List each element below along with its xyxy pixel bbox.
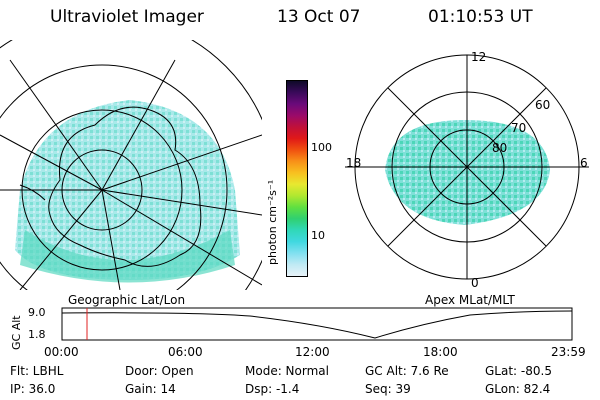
- uv-emission-band: [20, 230, 235, 283]
- colorbar: [286, 80, 308, 277]
- altitude-ytick-low: 1.8: [28, 328, 46, 341]
- xtick-1200: 12:00: [295, 345, 330, 359]
- left-map-caption: Geographic Lat/Lon: [68, 293, 186, 307]
- mlt-label-18: 18: [346, 156, 361, 170]
- colorbar-tick-100: 100: [311, 141, 332, 154]
- xtick-1800: 18:00: [423, 345, 458, 359]
- antarctica-outline: [48, 106, 202, 267]
- svg-text:photon cm⁻²s⁻¹: photon cm⁻²s⁻¹: [266, 180, 279, 265]
- status-seq: Seq: 39: [365, 382, 411, 396]
- altitude-curve: [61, 310, 573, 339]
- status-door: Door: Open: [125, 364, 194, 378]
- instrument-title: Ultraviolet Imager: [50, 7, 204, 27]
- right-map-caption: Apex MLat/MLT: [425, 293, 515, 307]
- colorbar-tick-10: 10: [311, 229, 325, 242]
- status-dsp: Dsp: -1.4: [245, 382, 300, 396]
- mlt-label-6: 6: [580, 156, 588, 170]
- altitude-ylabel: GC Alt: [10, 315, 23, 350]
- status-mode: Mode: Normal: [245, 364, 329, 378]
- mlt-label-0: 0: [471, 276, 479, 290]
- mlt-label-12: 12: [471, 50, 486, 64]
- xtick-0000: 00:00: [44, 345, 79, 359]
- magnetic-map: 12 18 6 0 60 70 80: [345, 50, 589, 290]
- date-label: 13 Oct 07: [277, 7, 361, 27]
- status-filter: Flt: LBHL: [10, 364, 64, 378]
- altitude-plot-frame: [61, 307, 573, 341]
- lat-label-80: 80: [492, 141, 507, 155]
- xtick-2359: 23:59: [551, 345, 586, 359]
- status-ip: IP: 36.0: [10, 382, 56, 396]
- status-glon: GLon: 82.4: [485, 382, 551, 396]
- status-gain: Gain: 14: [125, 382, 176, 396]
- xtick-0600: 06:00: [168, 345, 203, 359]
- auroral-emission: [15, 100, 240, 280]
- altitude-ytick-high: 9.0: [28, 306, 46, 319]
- lat-label-70: 70: [511, 121, 526, 135]
- time-label: 01:10:53 UT: [428, 7, 533, 27]
- lat-label-60: 60: [535, 98, 550, 112]
- colorbar-unit-label: photon cm⁻²s⁻¹: [266, 180, 279, 265]
- status-gc-alt: GC Alt: 7.6 Re: [365, 364, 449, 378]
- altitude-plot: GC Alt 9.0 1.8: [10, 306, 573, 350]
- status-glat: GLat: -80.5: [485, 364, 552, 378]
- geographic-map: [0, 40, 262, 290]
